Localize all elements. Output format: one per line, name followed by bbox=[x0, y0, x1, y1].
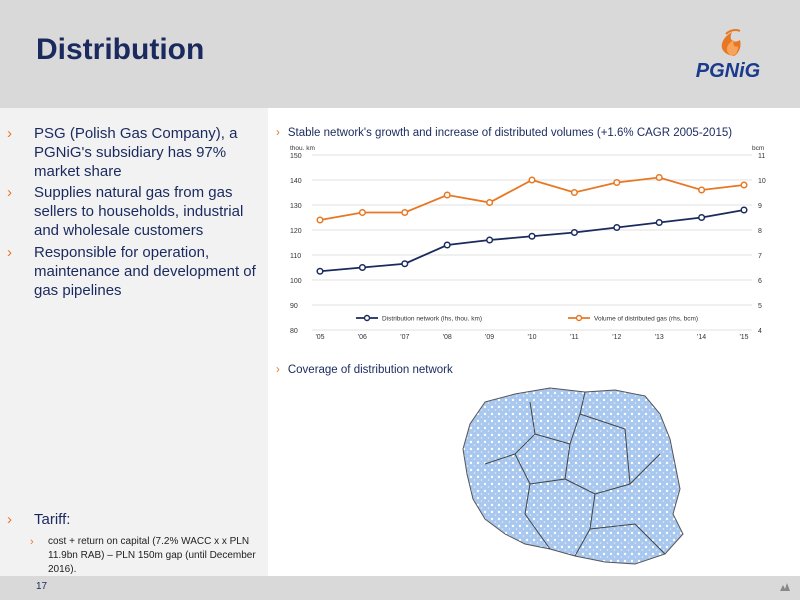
poland-coverage-map bbox=[462, 387, 684, 565]
map-heading: › Coverage of distribution network bbox=[276, 364, 453, 376]
y-left-tick-label: 80 bbox=[290, 328, 298, 335]
x-tick-label: '08 bbox=[443, 334, 452, 341]
x-tick-label: '15 bbox=[739, 334, 748, 341]
data-point bbox=[358, 208, 366, 217]
x-tick-label: '09 bbox=[485, 334, 494, 341]
data-point bbox=[698, 186, 706, 194]
data-point bbox=[740, 181, 748, 189]
chevron-right-icon: › bbox=[7, 244, 12, 261]
chart-heading-text: Stable network's growth and increase of … bbox=[287, 127, 733, 139]
logo-text: PGNiG bbox=[695, 60, 761, 82]
data-point bbox=[486, 236, 494, 244]
x-tick-label: '05 bbox=[315, 334, 324, 341]
y-left-tick-label: 110 bbox=[290, 253, 301, 260]
data-point bbox=[443, 241, 451, 249]
data-point bbox=[528, 232, 536, 240]
legend-marker bbox=[363, 314, 371, 322]
x-tick-label: '12 bbox=[612, 334, 621, 341]
chevron-right-icon: › bbox=[7, 184, 12, 201]
chart-heading: › Stable network's growth and increase of… bbox=[276, 127, 732, 139]
map-heading-text: Coverage of distribution network bbox=[287, 364, 453, 376]
distribution-chart: 80 90 100 110 120 130 140 150 4 5 6 7 8 9 10 11 thou. km… bbox=[290, 145, 766, 341]
y-left-tick-label: 130 bbox=[290, 203, 302, 210]
bullet-text: PSG (Polish Gas Company), a PGNiG's subs… bbox=[34, 125, 238, 180]
y-right-tick-label: 7 bbox=[758, 253, 762, 260]
data-point bbox=[528, 176, 536, 184]
data-point bbox=[358, 263, 366, 272]
y-right-tick-label: 11 bbox=[758, 153, 765, 160]
page-number: 17 bbox=[36, 581, 48, 592]
data-point bbox=[570, 188, 578, 197]
y-right-tick-label: 6 bbox=[758, 278, 762, 285]
tariff-heading: › Tariff: bbox=[7, 510, 260, 529]
data-point bbox=[570, 228, 578, 237]
bullet-item: › Supplies natural gas from gas sellers … bbox=[7, 183, 260, 240]
legend-marker bbox=[575, 314, 583, 322]
data-point bbox=[655, 218, 663, 227]
bullet-text: Supplies natural gas from gas sellers to… bbox=[34, 184, 244, 239]
footer-bar: 17 bbox=[0, 576, 800, 600]
y-left-tick-label: 120 bbox=[290, 228, 302, 235]
data-point bbox=[698, 213, 706, 222]
flame-icon bbox=[721, 29, 741, 56]
chevron-right-icon: › bbox=[7, 511, 12, 528]
pgnig-small-logo-icon bbox=[780, 583, 790, 591]
data-point bbox=[401, 260, 409, 268]
chevron-right-icon: › bbox=[276, 364, 280, 376]
y-right-axis-label: bcm bbox=[752, 145, 764, 152]
bullet-item: › Responsible for operation, maintenance… bbox=[7, 243, 260, 300]
data-point bbox=[613, 178, 621, 187]
data-point bbox=[655, 173, 663, 182]
pgnig-logo: PGNiG bbox=[688, 26, 768, 82]
data-point bbox=[316, 216, 324, 224]
chevron-right-icon: › bbox=[276, 127, 280, 139]
data-point bbox=[486, 198, 494, 207]
chevron-right-icon: › bbox=[30, 536, 34, 548]
bullet-item: › PSG (Polish Gas Company), a PGNiG's su… bbox=[7, 124, 260, 181]
y-right-tick-label: 8 bbox=[758, 228, 762, 235]
tariff-heading-text: Tariff: bbox=[34, 511, 71, 528]
x-tick-label: '07 bbox=[400, 334, 409, 341]
legend-label: Volume of distributed gas (rhs, bcm) bbox=[594, 316, 698, 323]
x-tick-label: '06 bbox=[358, 334, 367, 341]
y-left-tick-label: 100 bbox=[290, 278, 302, 285]
x-tick-label: '14 bbox=[697, 334, 706, 341]
y-right-tick-label: 10 bbox=[758, 178, 766, 185]
y-right-tick-label: 4 bbox=[758, 328, 762, 335]
data-point bbox=[401, 208, 409, 217]
series-line bbox=[319, 176, 745, 221]
legend-label: Distribution network (lhs, thou. km) bbox=[382, 316, 482, 323]
x-tick-label: '10 bbox=[527, 334, 536, 341]
y-right-tick-label: 5 bbox=[758, 303, 762, 310]
tariff-subitem-text: cost + return on capital (7.2% WACC x x … bbox=[48, 536, 256, 575]
chevron-right-icon: › bbox=[7, 125, 12, 142]
y-left-axis-label: thou. km bbox=[290, 145, 315, 152]
y-left-tick-label: 150 bbox=[290, 153, 302, 160]
page-title: Distribution bbox=[36, 33, 205, 66]
data-point bbox=[443, 191, 451, 199]
data-point bbox=[316, 267, 324, 275]
tariff-subitem: › cost + return on capital (7.2% WACC x … bbox=[30, 535, 260, 577]
y-left-tick-label: 140 bbox=[290, 178, 302, 185]
bullet-text: Responsible for operation, maintenance a… bbox=[34, 244, 256, 299]
y-right-tick-label: 9 bbox=[758, 203, 762, 210]
x-tick-label: '11 bbox=[570, 334, 579, 341]
left-panel bbox=[0, 108, 268, 576]
x-tick-label: '13 bbox=[655, 334, 664, 341]
data-point bbox=[740, 206, 748, 214]
y-left-tick-label: 90 bbox=[290, 303, 298, 310]
series-line bbox=[319, 209, 745, 273]
header-bar: Distribution PGNiG bbox=[0, 0, 800, 108]
data-point bbox=[613, 223, 621, 232]
